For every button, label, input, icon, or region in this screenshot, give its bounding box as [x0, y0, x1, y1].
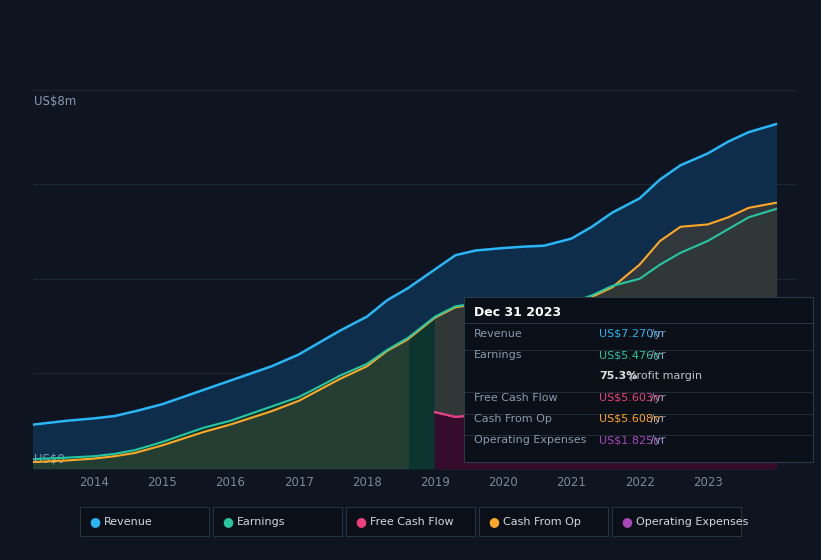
Text: Revenue: Revenue [474, 329, 522, 339]
Text: ●: ● [355, 515, 366, 529]
Text: Dec 31 2023: Dec 31 2023 [474, 306, 561, 319]
Text: /yr: /yr [647, 350, 666, 360]
Text: Operating Expenses: Operating Expenses [636, 517, 749, 527]
Text: /yr: /yr [647, 393, 666, 403]
Text: ●: ● [222, 515, 233, 529]
Text: Earnings: Earnings [237, 517, 286, 527]
Text: /yr: /yr [647, 329, 666, 339]
Text: profit margin: profit margin [626, 371, 702, 381]
Text: ●: ● [89, 515, 100, 529]
Text: US$8m: US$8m [34, 95, 76, 108]
Text: Revenue: Revenue [104, 517, 153, 527]
Text: Cash From Op: Cash From Op [503, 517, 581, 527]
Text: US$0: US$0 [34, 453, 65, 466]
Text: Cash From Op: Cash From Op [474, 414, 552, 424]
Text: Operating Expenses: Operating Expenses [474, 435, 586, 445]
Text: /yr: /yr [647, 414, 666, 424]
Text: ●: ● [488, 515, 499, 529]
Text: US$5.608m: US$5.608m [599, 414, 664, 424]
Text: US$1.825m: US$1.825m [599, 435, 664, 445]
Text: ●: ● [621, 515, 632, 529]
Text: US$5.476m: US$5.476m [599, 350, 664, 360]
Text: 75.3%: 75.3% [599, 371, 638, 381]
Text: Free Cash Flow: Free Cash Flow [474, 393, 557, 403]
Text: US$7.270m: US$7.270m [599, 329, 664, 339]
Text: /yr: /yr [647, 435, 666, 445]
Text: Earnings: Earnings [474, 350, 522, 360]
Text: US$5.603m: US$5.603m [599, 393, 664, 403]
Text: Free Cash Flow: Free Cash Flow [370, 517, 454, 527]
